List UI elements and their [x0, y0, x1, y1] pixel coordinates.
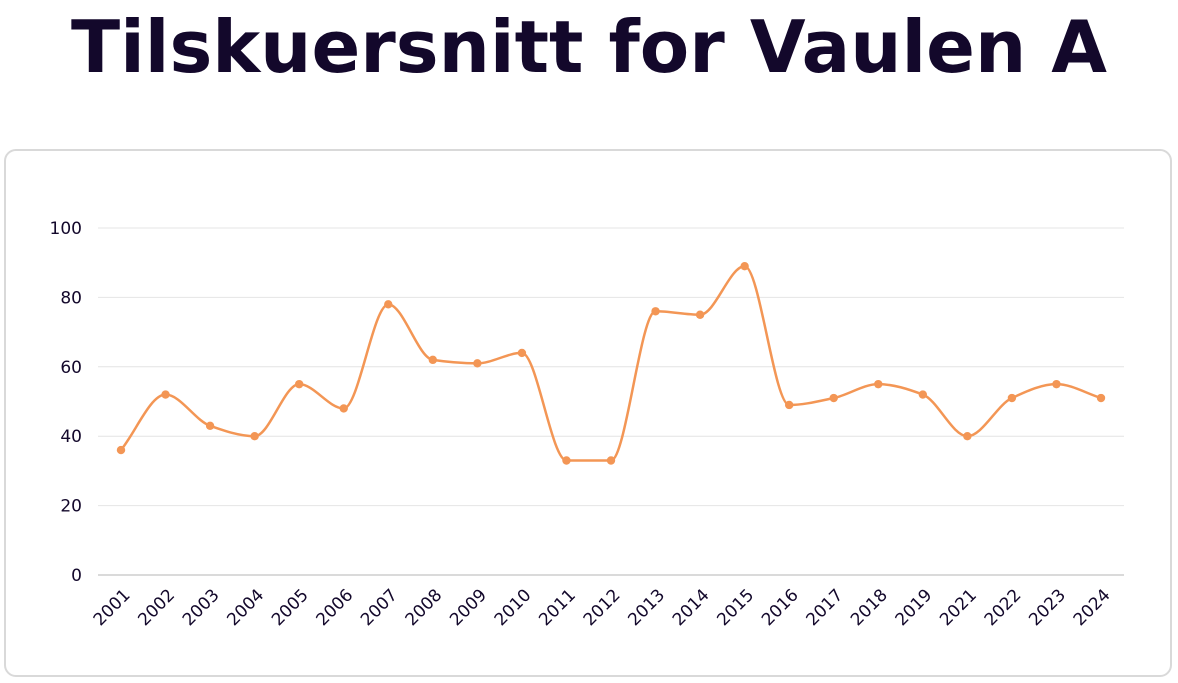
data-point	[562, 456, 571, 465]
x-tick-label: 2014	[669, 585, 714, 630]
data-point	[740, 261, 749, 271]
x-tick-label: 2016	[758, 585, 803, 630]
x-tick-label: 2010	[491, 585, 536, 630]
data-point	[918, 390, 928, 399]
y-tick-label: 20	[60, 497, 82, 517]
data-point	[1052, 379, 1061, 389]
x-tick-label: 2022	[981, 585, 1026, 630]
y-tick-label: 80	[60, 288, 82, 308]
data-point	[250, 432, 259, 441]
x-tick-label: 2001	[90, 585, 135, 630]
data-point	[294, 379, 304, 389]
x-tick-label: 2003	[179, 585, 224, 630]
x-tick-label: 2023	[1025, 585, 1070, 630]
x-tick-label: 2007	[357, 585, 402, 630]
data-point	[1007, 393, 1017, 403]
x-tick-label: 2012	[580, 585, 625, 630]
x-tick-label: 2005	[268, 585, 313, 630]
data-point	[161, 390, 170, 399]
data-point	[428, 355, 438, 365]
data-point	[517, 348, 527, 358]
x-tick-label: 2021	[936, 585, 981, 630]
x-tick-label: 2002	[134, 585, 179, 630]
x-tick-label: 2013	[624, 585, 669, 630]
data-point	[116, 445, 126, 455]
data-point	[829, 393, 838, 403]
grid-lines	[98, 227, 1124, 576]
data-points	[116, 261, 1106, 465]
y-tick-label: 40	[60, 427, 82, 447]
data-point	[784, 400, 794, 410]
x-tick-label: 2008	[402, 585, 447, 630]
data-point	[874, 379, 883, 389]
x-tick-label: 2011	[535, 585, 580, 630]
page-title: Tilskuersnitt for Vaulen A	[70, 5, 1108, 89]
y-tick-label: 100	[50, 219, 82, 239]
data-point	[606, 456, 616, 465]
data-point	[1096, 393, 1106, 403]
data-point	[473, 359, 482, 368]
x-tick-label: 2015	[713, 585, 758, 630]
x-tick-label: 2019	[892, 585, 937, 630]
x-tick-label: 2017	[803, 585, 848, 630]
x-tick-label: 2004	[223, 585, 268, 630]
data-point	[651, 307, 660, 316]
x-tick-label: 2018	[847, 585, 892, 630]
x-axis-ticks: 2001 2002 2003 2004 2005 2006 2007 2008 2009 2010…	[90, 585, 1115, 630]
data-point	[384, 300, 393, 309]
data-point	[963, 432, 972, 441]
y-tick-label: 0	[71, 566, 82, 586]
data-point	[205, 421, 215, 430]
data-point	[695, 310, 705, 319]
series-line	[119, 264, 1103, 462]
x-tick-label: 2006	[313, 585, 358, 630]
data-point	[339, 404, 348, 413]
y-axis-ticks: 0 20 40 60 80 100	[50, 219, 82, 586]
x-tick-label: 2009	[446, 585, 491, 630]
chart-card	[4, 149, 1172, 677]
y-tick-label: 60	[60, 358, 82, 378]
x-tick-label: 2024	[1070, 585, 1115, 630]
